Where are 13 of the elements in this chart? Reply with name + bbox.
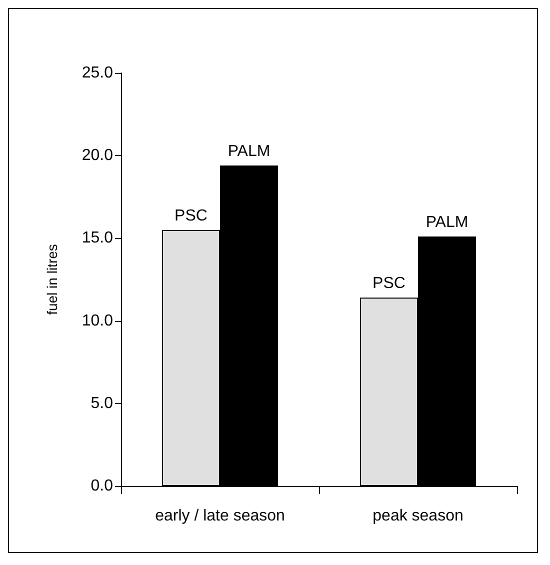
y-tick-label: 5.0 <box>90 394 114 412</box>
x-tick-label: early / late season <box>155 508 285 524</box>
y-tick-label: 25.0 <box>82 64 114 82</box>
series-label: PSC <box>174 207 208 224</box>
series-label: PALM <box>228 143 270 160</box>
x-tick-label: peak season <box>372 508 464 524</box>
y-tick-label: 15.0 <box>82 230 114 247</box>
y-axis-title: fuel in litres <box>44 244 60 315</box>
text: PSC <box>372 275 406 292</box>
y-tick-label: 10.0 <box>82 312 114 330</box>
y-tick-label: 0.0 <box>90 478 114 494</box>
text: PALM <box>426 214 468 232</box>
y-tick-label: 20.0 <box>82 147 114 164</box>
